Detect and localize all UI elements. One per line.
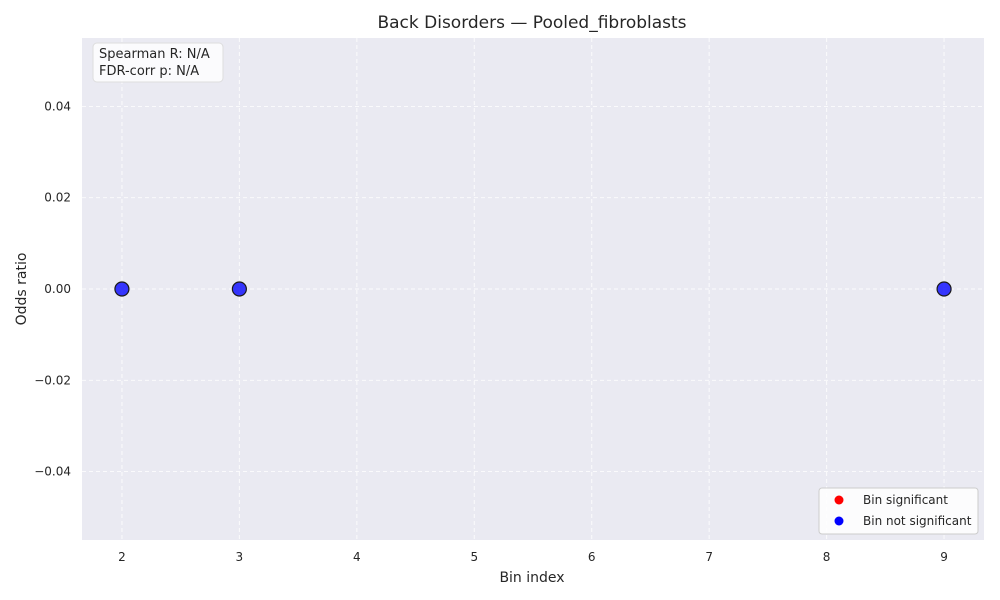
x-tick-labels: 2 3 4 5 6 7 8 9 xyxy=(118,550,948,564)
annotation-box xyxy=(92,42,224,83)
annotation-fdr: FDR-corr p: N/A xyxy=(99,64,199,79)
data-point xyxy=(231,281,247,297)
annotation-spearman: Spearman R: N/A xyxy=(99,47,210,62)
data-point xyxy=(936,281,952,297)
x-tick-label: 8 xyxy=(823,550,831,564)
x-tick-label: 7 xyxy=(705,550,713,564)
legend-marker xyxy=(834,495,844,505)
y-tick-label: 0.04 xyxy=(44,99,71,113)
data-point xyxy=(114,281,130,297)
x-tick-label: 9 xyxy=(940,550,948,564)
y-tick-label: −0.04 xyxy=(34,465,71,479)
legend-entry[interactable]: Bin significant xyxy=(863,493,948,507)
legend[interactable]: Bin significant Bin not significant xyxy=(818,487,979,535)
y-tick-labels: 0.04 0.02 0.00 −0.02 −0.04 xyxy=(34,99,71,478)
legend-entry[interactable]: Bin not significant xyxy=(863,514,972,528)
x-tick-label: 2 xyxy=(118,550,126,564)
y-tick-label: 0.00 xyxy=(44,282,71,296)
y-tick-label: 0.02 xyxy=(44,191,71,205)
stats-annotation: Spearman R: N/A FDR-corr p: N/A xyxy=(92,42,224,83)
x-tick-label: 3 xyxy=(236,550,244,564)
y-axis-label: Odds ratio xyxy=(14,253,30,326)
x-axis-label: Bin index xyxy=(499,570,564,586)
chart-title: Back Disorders — Pooled_fibroblasts xyxy=(377,13,686,33)
x-tick-label: 5 xyxy=(470,550,478,564)
x-tick-label: 6 xyxy=(588,550,596,564)
data-points xyxy=(114,281,952,297)
legend-box xyxy=(818,487,979,535)
x-tick-label: 4 xyxy=(353,550,361,564)
legend-marker xyxy=(834,516,844,526)
y-tick-label: −0.02 xyxy=(34,373,71,387)
